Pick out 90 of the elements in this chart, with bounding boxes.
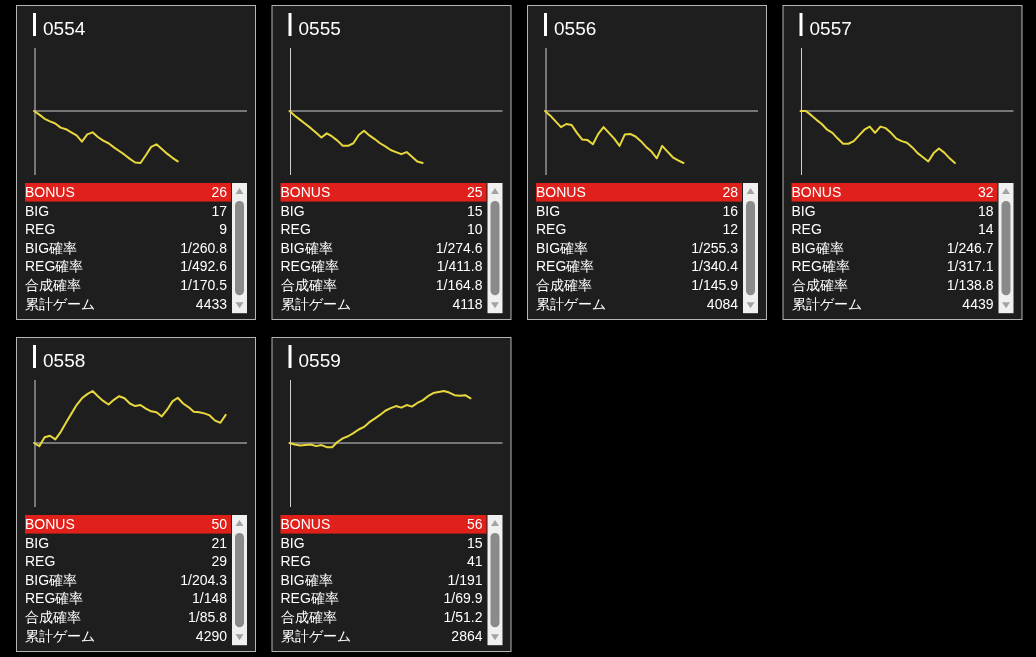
- category-label: 合成確率: [280, 609, 337, 625]
- category-label: 合成確率: [791, 277, 848, 293]
- category-label: BIG: [280, 202, 305, 219]
- chart-title: 0559: [298, 350, 341, 371]
- category-label: REG: [25, 553, 56, 570]
- text: 41: [466, 553, 483, 570]
- category-label: 合成確率: [25, 609, 81, 625]
- text: 1/411.8: [436, 258, 483, 275]
- category-label: BONUS: [791, 184, 842, 200]
- category-label: 累計ゲーム: [536, 295, 606, 312]
- category-label: BIG: [25, 534, 50, 551]
- text: 1/255.3: [691, 239, 738, 256]
- text: 1/164.8: [435, 277, 483, 293]
- category-label: REG: [536, 221, 567, 238]
- category-label: BIG: [280, 534, 305, 551]
- text: 1/204.3: [180, 571, 227, 588]
- text: 1/69.9: [443, 590, 483, 607]
- text: 1/148: [191, 590, 227, 607]
- category-label: REG確率: [791, 258, 850, 275]
- text: 1/246.7: [946, 239, 994, 256]
- chart-title: 0555: [298, 18, 341, 39]
- chart-title: 0558: [43, 350, 86, 371]
- text: 1/85.8: [188, 609, 227, 625]
- text: 25: [466, 184, 483, 200]
- category-label: REG: [280, 221, 311, 238]
- text: 14: [977, 221, 994, 238]
- text: 18: [977, 202, 994, 219]
- text: 4290: [195, 627, 227, 644]
- text: 1/260.8: [180, 239, 227, 256]
- category-label: REG: [25, 221, 56, 238]
- category-label: 累計ゲーム: [791, 295, 862, 312]
- text: 10: [466, 221, 483, 238]
- text: 1/274.6: [435, 239, 483, 256]
- category-label: BONUS: [536, 184, 586, 200]
- text: 15: [466, 534, 483, 551]
- category-label: BIG確率: [25, 571, 78, 588]
- text: 1/51.2: [443, 609, 483, 625]
- text: 1/492.6: [180, 258, 227, 275]
- category-label: REG確率: [25, 590, 84, 607]
- category-label: 合成確率: [536, 277, 592, 293]
- text: 28: [722, 184, 738, 200]
- text: 2864: [451, 627, 483, 644]
- category-label: BONUS: [280, 184, 331, 200]
- category-label: 合成確率: [25, 277, 81, 293]
- text: 1/170.5: [180, 277, 227, 293]
- category-label: 合成確率: [280, 277, 337, 293]
- chart-title: 0554: [43, 18, 86, 39]
- chart-title: 0556: [554, 18, 597, 39]
- category-label: BIG: [791, 202, 816, 219]
- text: 4433: [195, 295, 227, 312]
- text: 15: [466, 202, 483, 219]
- category-label: BONUS: [25, 516, 75, 532]
- text: 1/145.9: [691, 277, 738, 293]
- text: 4118: [452, 295, 483, 312]
- text: 29: [211, 553, 227, 570]
- text: 4084: [706, 295, 738, 312]
- text: 32: [977, 184, 994, 200]
- text: 4439: [962, 295, 994, 312]
- text: 56: [466, 516, 483, 532]
- category-label: REG確率: [280, 258, 339, 275]
- category-label: BIG確率: [25, 239, 78, 256]
- text: 50: [211, 516, 227, 532]
- category-label: 累計ゲーム: [280, 295, 351, 312]
- category-label: BIG確率: [791, 239, 844, 256]
- category-label: REG確率: [280, 590, 339, 607]
- category-label: BIG確率: [280, 239, 333, 256]
- category-label: REG確率: [25, 258, 84, 275]
- category-label: REG確率: [536, 258, 595, 275]
- chart-title: 0557: [809, 18, 852, 39]
- category-label: BIG: [536, 202, 561, 219]
- category-label: BONUS: [280, 516, 331, 532]
- text: 21: [211, 534, 227, 551]
- category-label: 累計ゲーム: [280, 627, 351, 644]
- category-label: 累計ゲーム: [25, 627, 95, 644]
- text: 1/340.4: [691, 258, 738, 275]
- category-label: BIG確率: [536, 239, 589, 256]
- text: 9: [219, 221, 227, 238]
- text: 1/317.1: [946, 258, 994, 275]
- text: 1/191: [447, 571, 483, 588]
- category-label: REG: [280, 553, 311, 570]
- text: 26: [211, 184, 227, 200]
- text: 16: [722, 202, 738, 219]
- text: 12: [722, 221, 738, 238]
- category-label: 累計ゲーム: [25, 295, 95, 312]
- category-label: BIG確率: [280, 571, 333, 588]
- category-label: BONUS: [25, 184, 75, 200]
- category-label: REG: [791, 221, 822, 238]
- category-label: BIG: [25, 202, 50, 219]
- text: 1/138.8: [946, 277, 994, 293]
- text: 17: [211, 202, 227, 219]
